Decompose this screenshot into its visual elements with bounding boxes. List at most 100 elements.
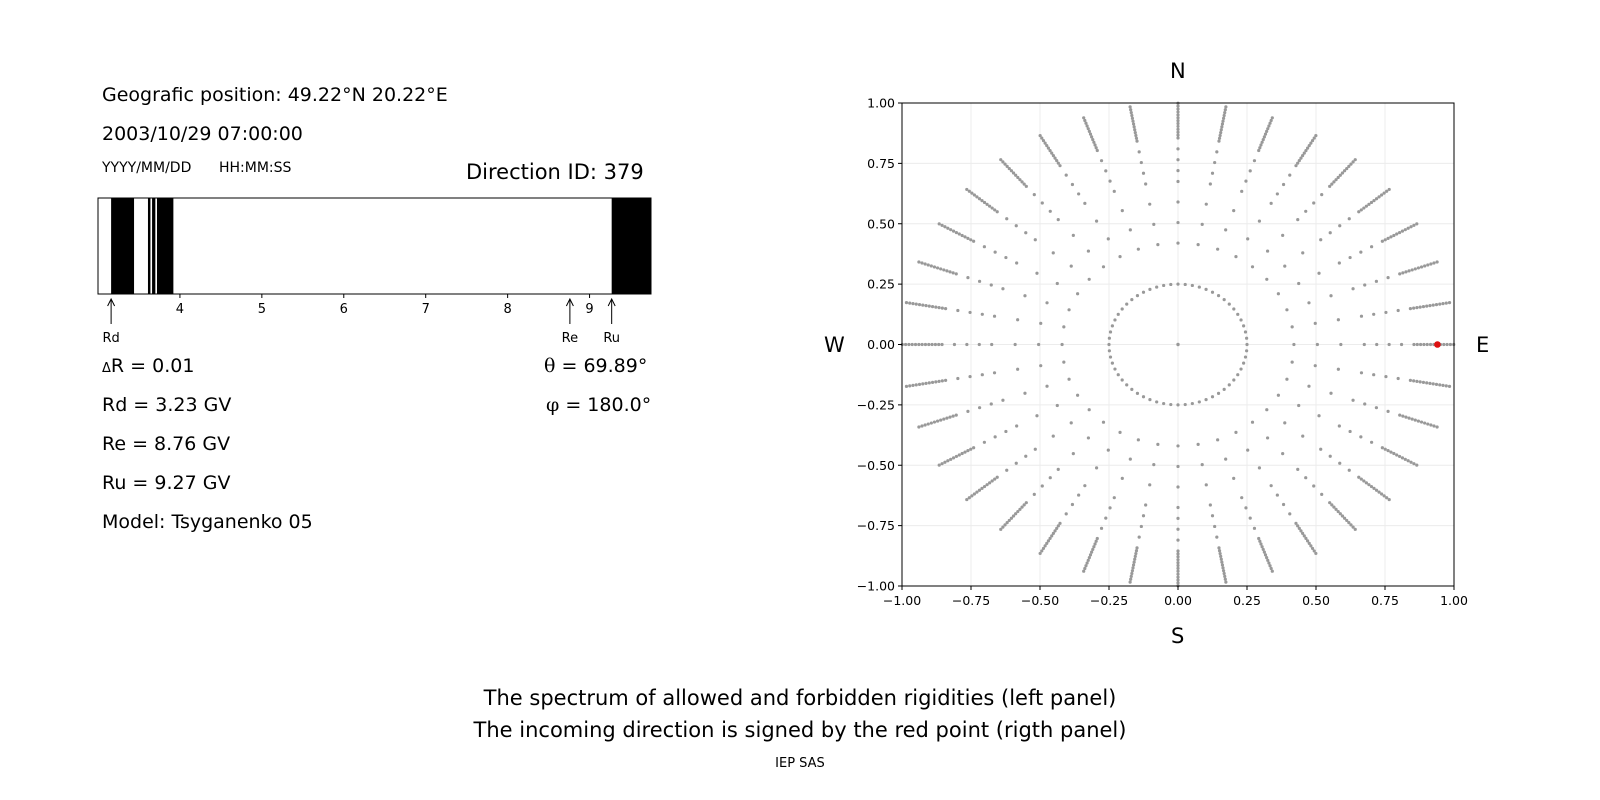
direction-point-279	[1128, 105, 1132, 109]
direction-point-615	[1176, 572, 1180, 576]
direction-point-78	[1448, 342, 1453, 347]
direction-point-337	[1003, 162, 1007, 166]
direction-point-25	[1116, 312, 1120, 316]
direction-point-674	[1305, 539, 1310, 543]
direction-point-108	[1401, 271, 1405, 275]
direction-point-701	[1283, 421, 1287, 425]
direction-point-579	[1082, 569, 1086, 573]
direction-point-3	[1242, 324, 1246, 328]
direction-point-307	[1058, 164, 1062, 168]
direction-point-319	[1038, 133, 1042, 138]
direction-point-753	[1416, 419, 1421, 423]
direction-point-366	[982, 245, 986, 249]
direction-point-19	[1148, 287, 1152, 291]
direction-point-143	[1319, 238, 1323, 242]
direction-point-653	[1263, 553, 1268, 557]
direction-point-598	[1129, 577, 1133, 581]
direction-point-645	[1248, 516, 1252, 520]
direction-point-66	[1399, 342, 1404, 347]
direction-point-635	[1221, 569, 1226, 573]
direction-point-774	[1431, 382, 1435, 386]
direction-point-642	[1232, 476, 1236, 480]
y-tick-label-4: 0.00	[867, 337, 895, 352]
direction-point-746	[1386, 409, 1390, 414]
direction-point-91	[1421, 305, 1426, 309]
direction-point-646	[1252, 526, 1257, 530]
direction-point-20	[1141, 290, 1146, 294]
direction-point-637	[1223, 574, 1227, 578]
direction-point-528	[1022, 503, 1026, 507]
direction-point-179	[1353, 158, 1357, 162]
direction-point-511	[985, 483, 989, 487]
direction-point-545	[1070, 502, 1075, 507]
direction-point-284	[1108, 179, 1112, 183]
direction-point-210	[1260, 140, 1264, 144]
direction-point-559	[1038, 551, 1042, 556]
direction-point-457	[911, 383, 915, 387]
direction-point-130	[1389, 235, 1393, 239]
direction-point-197	[1310, 138, 1315, 143]
direction-point-603	[1176, 505, 1180, 510]
direction-point-136	[1406, 226, 1410, 230]
direction-point-382	[1023, 294, 1027, 298]
direction-point-524	[1048, 476, 1052, 480]
direction-point-48	[1197, 400, 1201, 404]
direction-point-549	[1055, 526, 1059, 530]
direction-point-401	[1039, 321, 1043, 325]
direction-point-52	[1222, 387, 1226, 391]
direction-point-483	[1015, 424, 1019, 428]
direction-point-574	[1087, 555, 1091, 560]
direction-point-354	[977, 197, 982, 201]
direction-point-436	[910, 342, 914, 347]
direction-point-443	[992, 371, 997, 375]
direction-point-271	[1133, 128, 1137, 132]
direction-point-334	[1009, 169, 1014, 173]
direction-point-560	[1136, 438, 1140, 442]
direction-point-81	[1313, 321, 1317, 325]
direction-point-377	[943, 225, 947, 229]
compass-east: E	[1476, 333, 1490, 357]
direction-point-611	[1176, 560, 1180, 565]
direction-point-277	[1129, 111, 1133, 115]
direction-point-148	[1359, 208, 1363, 212]
direction-point-567	[1095, 536, 1099, 541]
direction-point-711	[1367, 483, 1371, 487]
direction-point-475	[929, 421, 933, 425]
direction-point-306	[1064, 173, 1068, 177]
direction-point-424	[977, 342, 981, 347]
direction-point-576	[1085, 561, 1089, 565]
direction-point-632	[1220, 560, 1224, 564]
direction-point-465	[977, 406, 982, 410]
direction-point-578	[1083, 566, 1087, 571]
direction-point-220	[1196, 243, 1200, 247]
direction-point-287	[1095, 148, 1099, 153]
direction-point-70	[1422, 342, 1426, 347]
direction-point-414	[921, 303, 925, 307]
direction-point-517	[970, 494, 974, 498]
direction-point-688	[1330, 503, 1334, 507]
direction-point-394	[932, 265, 937, 269]
direction-point-604	[1176, 516, 1180, 520]
direction-point-686	[1320, 492, 1324, 496]
direction-point-8	[1222, 298, 1226, 302]
direction-point-39	[1135, 391, 1140, 395]
direction-point-318	[1040, 136, 1044, 140]
direction-point-367	[972, 239, 976, 243]
direction-point-176	[1347, 164, 1351, 168]
direction-point-454	[921, 382, 925, 386]
direction-point-158	[1385, 189, 1389, 193]
direction-point-384	[989, 283, 993, 287]
direction-point-230	[1219, 130, 1223, 135]
direction-point-292	[1090, 135, 1094, 139]
direction-point-554	[1046, 539, 1051, 543]
direction-point-722	[1317, 414, 1321, 418]
direction-point-215	[1266, 127, 1270, 131]
direction-point-24	[1120, 307, 1124, 311]
direction-point-224	[1210, 171, 1215, 175]
direction-point-147	[1357, 210, 1361, 214]
direction-point-411	[930, 305, 935, 309]
direction-point-262	[1148, 202, 1152, 206]
direction-point-754	[1419, 420, 1424, 424]
direction-point-266	[1137, 150, 1141, 154]
direction-point-636	[1222, 571, 1226, 576]
